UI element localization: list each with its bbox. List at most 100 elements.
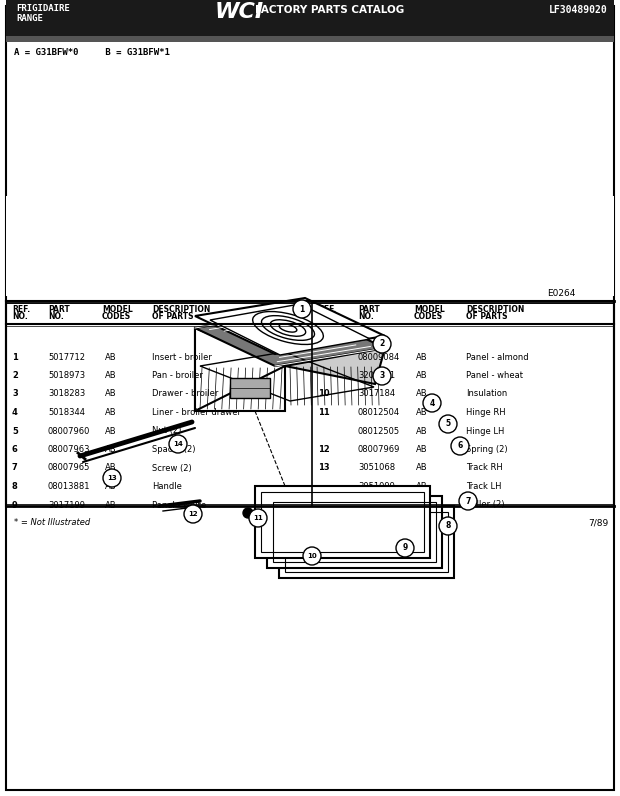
- Text: MODEL: MODEL: [414, 305, 445, 314]
- Text: AB: AB: [105, 427, 117, 435]
- Circle shape: [256, 505, 264, 513]
- Bar: [255, 486, 430, 558]
- Text: 13: 13: [318, 463, 330, 473]
- Text: Spring (2): Spring (2): [466, 445, 508, 454]
- Text: 4: 4: [12, 408, 18, 417]
- Text: NO.: NO.: [318, 312, 334, 321]
- Text: 7: 7: [466, 497, 471, 505]
- Bar: [273, 502, 436, 562]
- Text: 08012504: 08012504: [358, 408, 400, 417]
- Text: 3: 3: [12, 389, 18, 399]
- Circle shape: [373, 335, 391, 353]
- Text: 5018973: 5018973: [48, 371, 85, 380]
- Text: Spacer (2): Spacer (2): [152, 445, 195, 454]
- Circle shape: [451, 437, 469, 455]
- Circle shape: [243, 508, 253, 518]
- Text: F1: F1: [303, 518, 317, 528]
- Text: 3017184: 3017184: [358, 389, 395, 399]
- Circle shape: [396, 539, 414, 557]
- Circle shape: [373, 367, 391, 385]
- Text: 8: 8: [12, 482, 18, 491]
- Text: 14: 14: [173, 441, 183, 447]
- Text: Track LH: Track LH: [466, 482, 502, 491]
- Text: E0264: E0264: [547, 289, 575, 298]
- Circle shape: [293, 300, 311, 318]
- Text: 12: 12: [318, 445, 330, 454]
- Text: PART: PART: [48, 305, 69, 314]
- Text: AB: AB: [416, 353, 428, 361]
- Text: OF PARTS: OF PARTS: [152, 312, 193, 321]
- Circle shape: [459, 492, 477, 510]
- Text: FACTORY PARTS CATALOG: FACTORY PARTS CATALOG: [255, 5, 404, 15]
- Text: 7/89: 7/89: [588, 518, 608, 527]
- Text: Pan - broiler: Pan - broiler: [152, 371, 203, 380]
- Text: 7: 7: [12, 463, 18, 473]
- Text: 9: 9: [402, 544, 407, 552]
- Text: A = G31BFW*0     B = G31BFW*1: A = G31BFW*0 B = G31BFW*1: [14, 48, 170, 57]
- Text: 08012505: 08012505: [358, 427, 400, 435]
- Text: Panel - white: Panel - white: [152, 501, 206, 509]
- Text: 6: 6: [458, 442, 463, 451]
- Text: AB: AB: [416, 482, 428, 491]
- Text: 3017199: 3017199: [48, 501, 85, 509]
- Text: 5018344: 5018344: [48, 408, 85, 417]
- Text: 4: 4: [430, 399, 435, 408]
- Polygon shape: [195, 298, 385, 354]
- Text: 9: 9: [318, 353, 324, 361]
- Text: Track RH: Track RH: [466, 463, 503, 473]
- Text: 08007969: 08007969: [358, 445, 401, 454]
- Circle shape: [423, 394, 441, 412]
- Text: AB: AB: [105, 371, 117, 380]
- Text: 3018283: 3018283: [48, 389, 86, 399]
- Text: 2: 2: [379, 340, 384, 349]
- Circle shape: [249, 509, 267, 527]
- Text: 8: 8: [445, 521, 451, 530]
- Text: AB: AB: [105, 408, 117, 417]
- Text: CODES: CODES: [102, 312, 131, 321]
- Text: AB: AB: [416, 371, 428, 380]
- Bar: [267, 496, 442, 568]
- Text: FRIGIDAIRE: FRIGIDAIRE: [16, 4, 69, 13]
- Text: * = Not Illustrated: * = Not Illustrated: [14, 518, 91, 527]
- Text: 3208531: 3208531: [358, 371, 395, 380]
- Circle shape: [184, 505, 202, 523]
- Text: MODEL: MODEL: [102, 305, 133, 314]
- Bar: [6, 196, 614, 296]
- Text: AB: AB: [105, 353, 117, 361]
- Text: 10: 10: [307, 553, 317, 559]
- Circle shape: [103, 469, 121, 487]
- Text: AB: AB: [105, 389, 117, 399]
- Text: 14: 14: [318, 501, 330, 509]
- Text: WCI: WCI: [215, 2, 264, 22]
- Text: DESCRIPTION: DESCRIPTION: [466, 305, 525, 314]
- Text: DESCRIPTION: DESCRIPTION: [152, 305, 210, 314]
- Text: 1: 1: [12, 353, 18, 361]
- Text: 5: 5: [445, 419, 451, 428]
- Polygon shape: [195, 328, 285, 411]
- Text: RANGE: RANGE: [16, 14, 43, 23]
- Text: 08013881: 08013881: [48, 482, 91, 491]
- Text: 08009084: 08009084: [358, 353, 401, 361]
- Text: Nut (2): Nut (2): [152, 427, 182, 435]
- Text: 08007978: 08007978: [358, 501, 401, 509]
- Bar: [6, 36, 614, 42]
- Text: 6: 6: [12, 445, 18, 454]
- Bar: [230, 378, 270, 398]
- Text: Handle: Handle: [152, 482, 182, 491]
- Text: Liner - broiler drawer: Liner - broiler drawer: [152, 408, 241, 417]
- Text: 1: 1: [299, 305, 304, 314]
- Text: AB: AB: [105, 501, 117, 509]
- Text: 3051068: 3051068: [358, 463, 395, 473]
- Text: 9: 9: [12, 501, 18, 509]
- Text: 5: 5: [12, 427, 18, 435]
- Text: 10: 10: [318, 389, 330, 399]
- Text: AB: AB: [416, 445, 428, 454]
- Text: 5017712: 5017712: [48, 353, 85, 361]
- Polygon shape: [210, 304, 370, 355]
- Text: Panel - wheat: Panel - wheat: [466, 371, 523, 380]
- Text: 11: 11: [318, 408, 330, 417]
- Text: Insulation: Insulation: [466, 389, 507, 399]
- Text: Roller (2): Roller (2): [466, 501, 505, 509]
- Text: NO.: NO.: [48, 312, 64, 321]
- Text: 3: 3: [379, 372, 384, 380]
